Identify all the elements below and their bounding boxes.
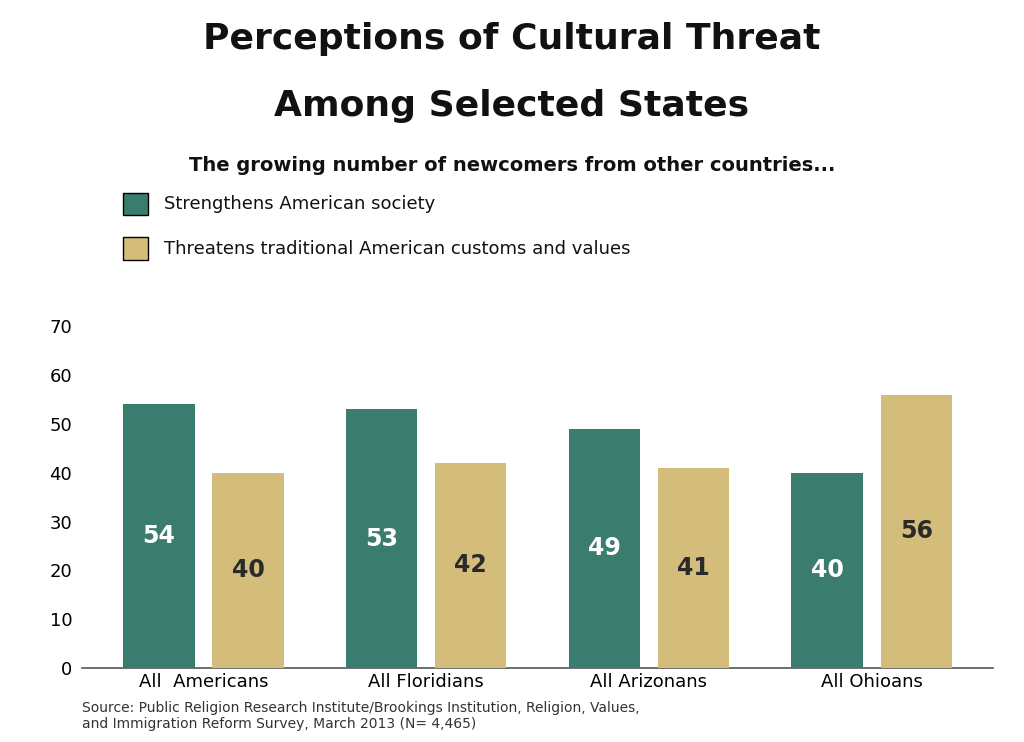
Bar (881, 395, 952, 668)
Bar (435, 463, 507, 668)
Bar (212, 473, 284, 668)
Text: 54: 54 (142, 524, 175, 548)
Text: Threatens traditional American customs and values: Threatens traditional American customs a… (164, 240, 631, 257)
Text: Among Selected States: Among Selected States (274, 89, 750, 123)
Text: Perceptions of Cultural Threat: Perceptions of Cultural Threat (203, 22, 821, 56)
Bar (346, 410, 418, 668)
Text: 41: 41 (677, 556, 710, 580)
Text: 56: 56 (900, 519, 933, 543)
Bar (657, 468, 729, 668)
Bar (568, 429, 640, 668)
Text: 42: 42 (455, 554, 487, 577)
Text: The growing number of newcomers from other countries...: The growing number of newcomers from oth… (188, 156, 836, 175)
Bar (792, 473, 863, 668)
Text: 40: 40 (231, 558, 264, 582)
Text: 40: 40 (811, 558, 844, 582)
Text: Strengthens American society: Strengthens American society (164, 195, 435, 213)
Text: 53: 53 (366, 527, 398, 551)
Text: Source: Public Religion Research Institute/Brookings Institution, Religion, Valu: Source: Public Religion Research Institu… (82, 700, 640, 731)
Text: 49: 49 (588, 536, 621, 560)
Bar (123, 404, 195, 668)
